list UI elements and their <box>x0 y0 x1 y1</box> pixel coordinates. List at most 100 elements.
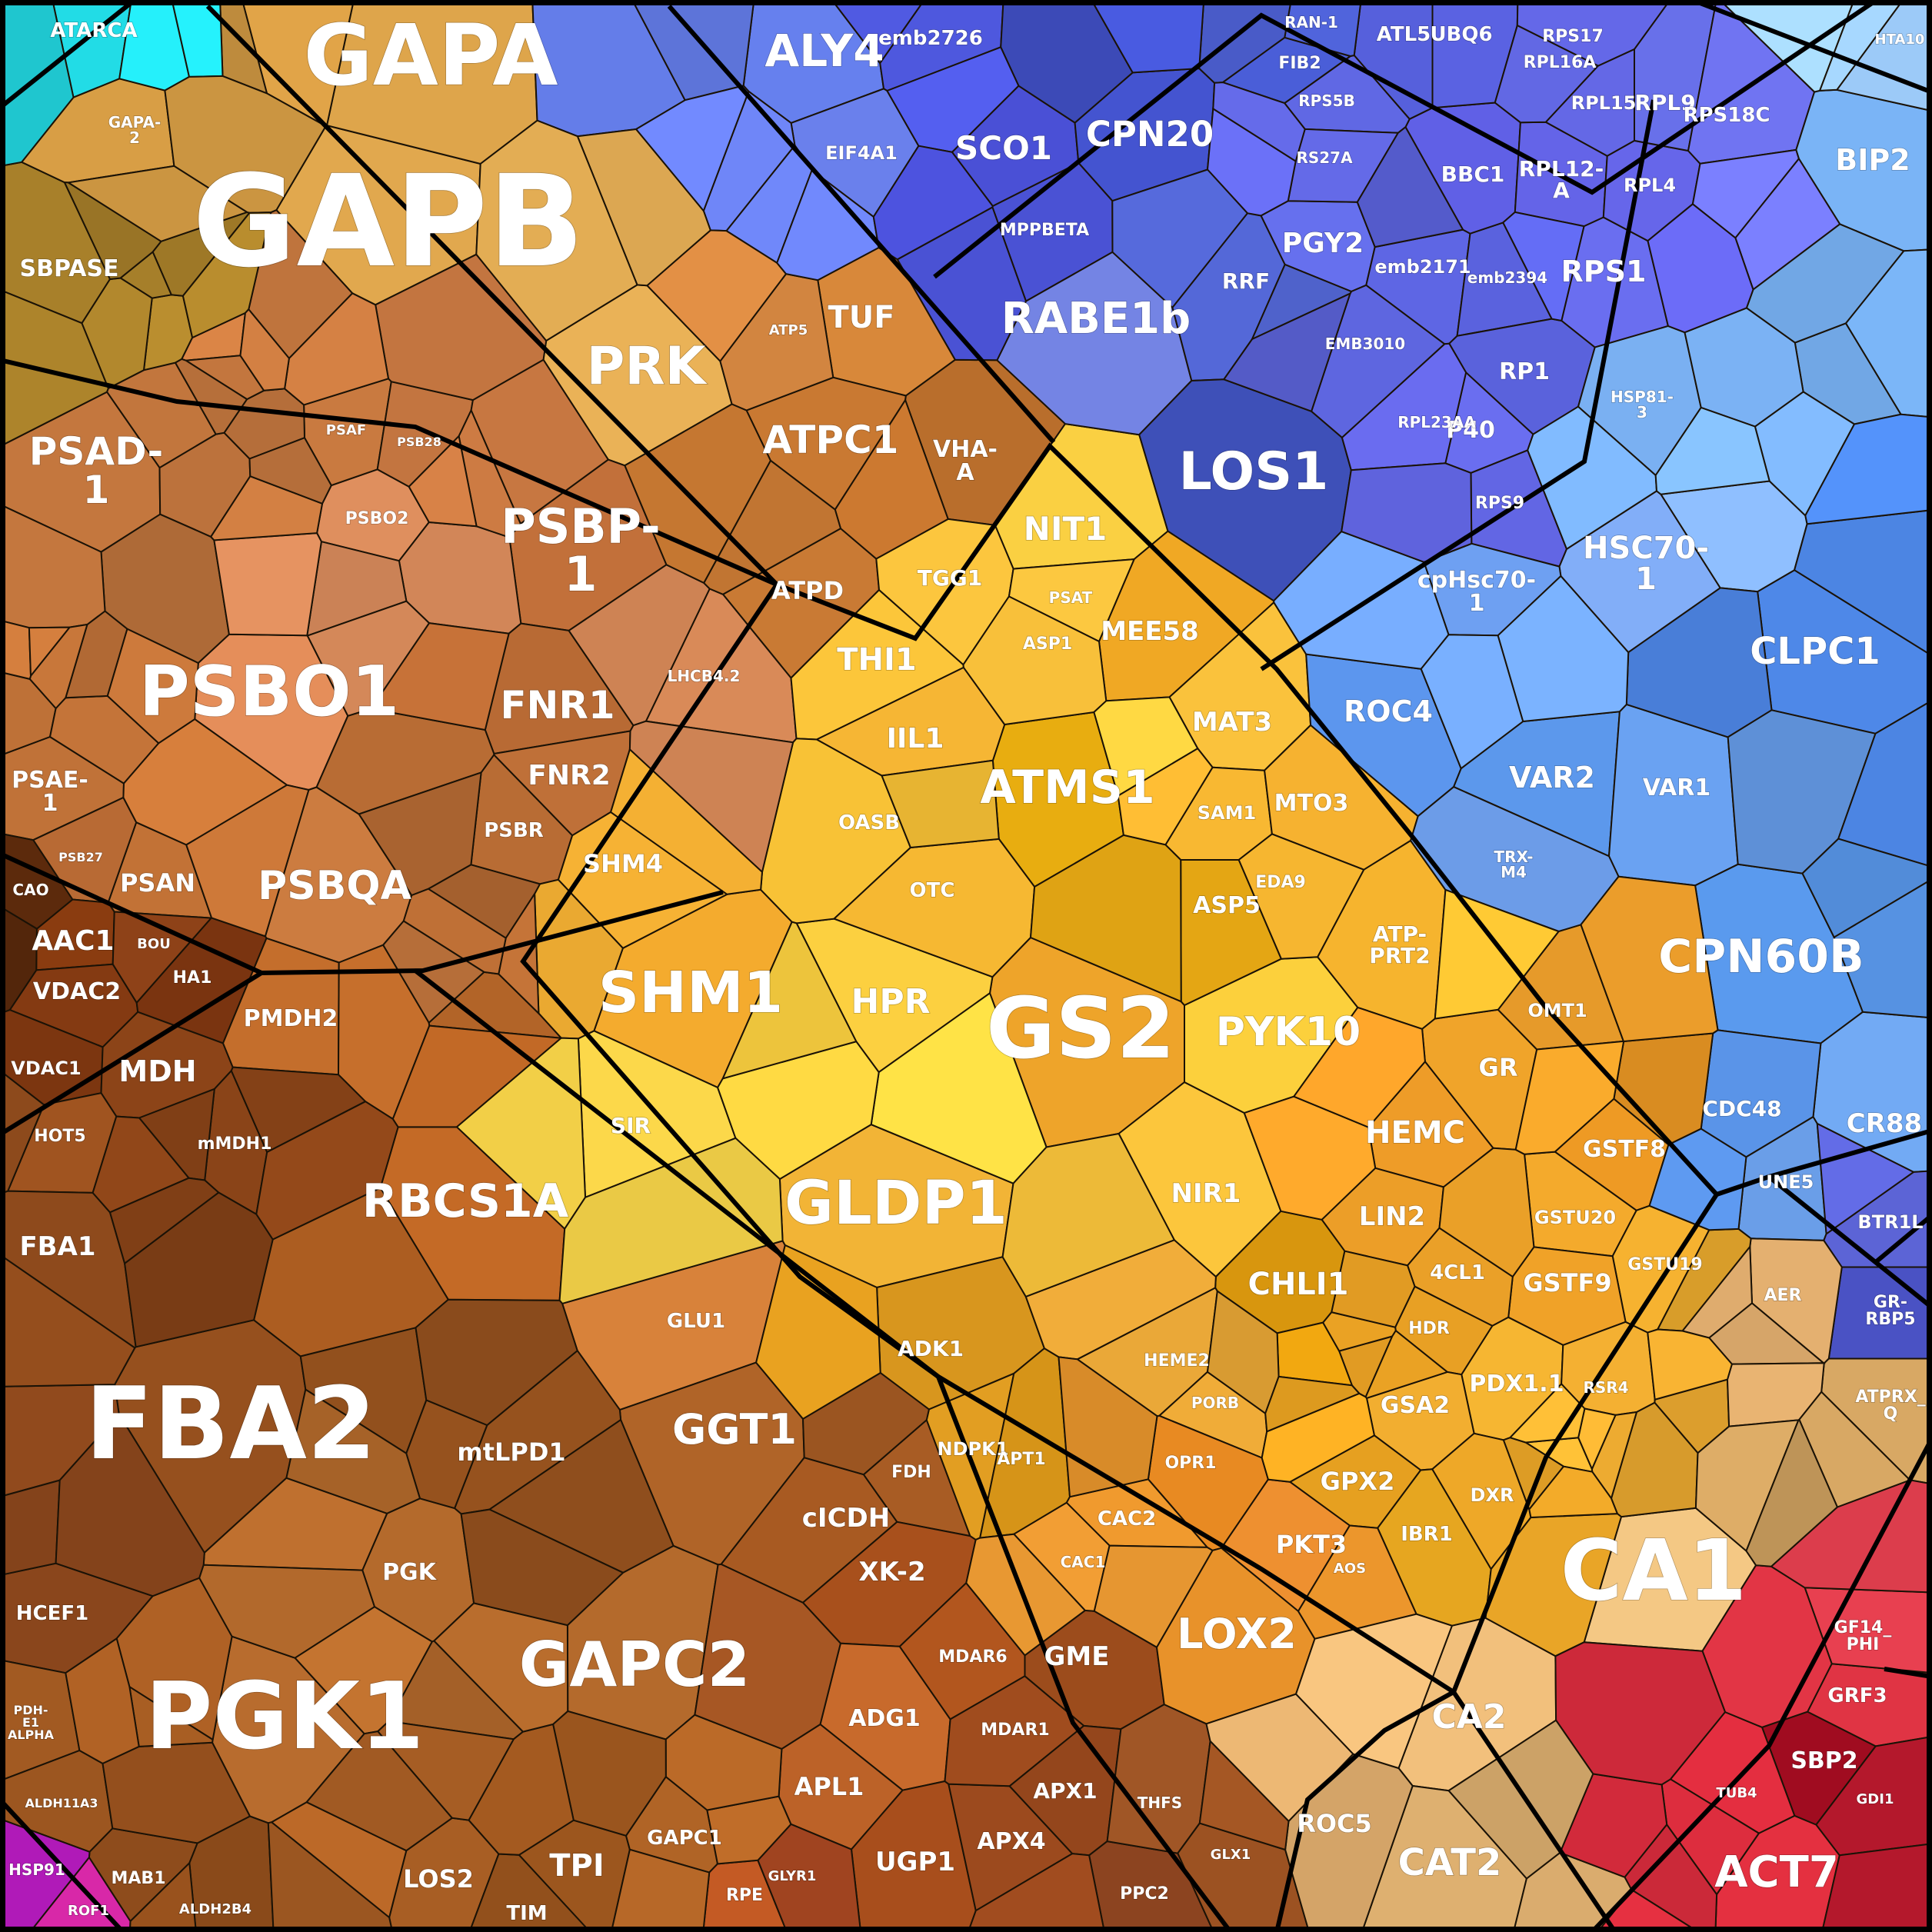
label-line: MEE58 <box>1101 616 1199 647</box>
label-bip2: BIP2 <box>1835 143 1910 177</box>
label-line: emb2394 <box>1467 268 1547 287</box>
minor-cell <box>1364 1329 1449 1400</box>
label-tub4: TUB4 <box>1716 1785 1757 1801</box>
group-border-6 <box>0 851 724 976</box>
minor-cell <box>1093 1544 1214 1649</box>
label-line: SAM1 <box>1198 802 1256 824</box>
label-emb3010: EMB3010 <box>1325 335 1405 353</box>
label-line: ROC4 <box>1344 695 1433 728</box>
minor-cell <box>66 165 249 242</box>
label-cao: CAO <box>12 881 48 899</box>
label-line: NDPK1 <box>938 1438 1009 1460</box>
label-line: A <box>956 459 974 486</box>
minor-cell <box>1222 291 1352 413</box>
label-aldh11a3: ALDH11A3 <box>25 1796 98 1810</box>
label-thfs: THFS <box>1138 1794 1182 1812</box>
label-line: BIP2 <box>1835 143 1910 177</box>
label-gr: GR <box>1479 1053 1518 1082</box>
label-line: FNR1 <box>500 683 615 728</box>
label-atprx_-q: ATPRX_ Q <box>1855 1387 1925 1424</box>
label-rpe: RPE <box>726 1886 763 1905</box>
label-gapb: GAPB <box>192 148 585 295</box>
label-clpc1: CLPC1 <box>1750 630 1880 673</box>
label-line: GME <box>1044 1641 1110 1672</box>
group-border-7 <box>0 358 778 587</box>
label-cdc48: CDC48 <box>1702 1096 1781 1121</box>
minor-cell <box>475 119 638 342</box>
label-pgk1: PGK1 <box>145 1664 425 1770</box>
label-line: RPS5B <box>1298 92 1355 110</box>
label-rpl15: RPL15 <box>1571 92 1637 114</box>
label-fnr2: FNR2 <box>528 760 611 791</box>
minor-cell <box>1647 203 1754 334</box>
label-line: SHM4 <box>583 849 663 878</box>
label-line: LHCB4.2 <box>668 667 741 685</box>
minor-cell <box>28 626 72 678</box>
label-line: HEME2 <box>1144 1351 1210 1371</box>
label-line: ALY4 <box>764 25 884 77</box>
label-pgy2: PGY2 <box>1282 228 1364 259</box>
label-line: HOT5 <box>34 1127 85 1146</box>
label-line: ROC5 <box>1297 1809 1372 1838</box>
minor-cell <box>358 771 482 897</box>
label-cr88: CR88 <box>1847 1108 1922 1139</box>
label-rabe1b: RABE1b <box>1001 294 1191 344</box>
label-otc: OTC <box>910 879 955 902</box>
label-line: DXR <box>1471 1484 1514 1506</box>
label-line: AER <box>1764 1286 1802 1305</box>
label-rps9: RPS9 <box>1475 494 1524 513</box>
label-prk: PRK <box>587 336 708 397</box>
label-gsa2: GSA2 <box>1381 1392 1450 1419</box>
label-line: RBCS1A <box>362 1174 569 1228</box>
minor-cell <box>1206 1289 1280 1415</box>
label-rbcs1a: RBCS1A <box>362 1174 569 1228</box>
label-fnr1: FNR1 <box>500 683 615 728</box>
label-line: 2 <box>129 128 140 147</box>
label-line: CA2 <box>1432 1697 1507 1737</box>
label-line: PSAF <box>326 422 366 438</box>
label-line: PGK1 <box>145 1664 425 1770</box>
label-fib2: FIB2 <box>1278 54 1321 73</box>
label-pkt3: PKT3 <box>1276 1530 1347 1559</box>
label-line: IBR1 <box>1401 1523 1453 1546</box>
label-line: LOS2 <box>403 1864 474 1894</box>
label-atpc1: ATPC1 <box>762 418 898 462</box>
label-line: ATP- <box>1373 921 1427 947</box>
label-line: ATPC1 <box>762 418 898 462</box>
label-xk-2: XK-2 <box>858 1557 925 1587</box>
minor-cell <box>1264 1375 1361 1433</box>
label-line: ATMS1 <box>980 761 1154 814</box>
label-line: ADK1 <box>898 1336 964 1361</box>
label-lox2: LOX2 <box>1177 1610 1297 1658</box>
label-line: GR- <box>1874 1293 1907 1312</box>
label-line: NIT1 <box>1024 510 1108 548</box>
label-rs27a: RS27A <box>1296 148 1353 167</box>
minor-cell <box>1212 82 1306 163</box>
label-line: CAC1 <box>1061 1553 1106 1571</box>
minor-cell <box>1029 834 1182 1003</box>
label-cpn20: CPN20 <box>1086 114 1214 155</box>
label-line: RPS1 <box>1561 255 1647 288</box>
minor-cell <box>1198 1739 1290 1851</box>
label-hpr: HPR <box>851 982 931 1021</box>
label-line: ALDH2B4 <box>179 1901 251 1917</box>
label-line: CHLI1 <box>1247 1267 1348 1302</box>
label-une5: UNE5 <box>1758 1171 1814 1193</box>
label-line: GLU1 <box>667 1310 725 1333</box>
label-gstf8: GSTF8 <box>1583 1136 1666 1163</box>
label-line: GSTU19 <box>1627 1255 1702 1274</box>
label-line: PSBQA <box>258 863 411 909</box>
label-line: RAN-1 <box>1284 13 1338 32</box>
label-line: PSAT <box>1049 588 1093 607</box>
label-line: VAR2 <box>1509 761 1595 794</box>
cells-layer <box>4 4 1928 1928</box>
label-cpn60b: CPN60B <box>1658 930 1864 984</box>
minor-cell <box>1648 1128 1747 1231</box>
minor-cell <box>65 1637 140 1765</box>
label-line: ADG1 <box>848 1705 921 1732</box>
label-mdar1: MDAR1 <box>981 1720 1049 1740</box>
label-line: cICDH <box>802 1503 890 1534</box>
label-line: GAPB <box>192 148 585 295</box>
label-vdac1: VDAC1 <box>11 1058 81 1079</box>
label-line: 1 <box>1635 561 1657 597</box>
